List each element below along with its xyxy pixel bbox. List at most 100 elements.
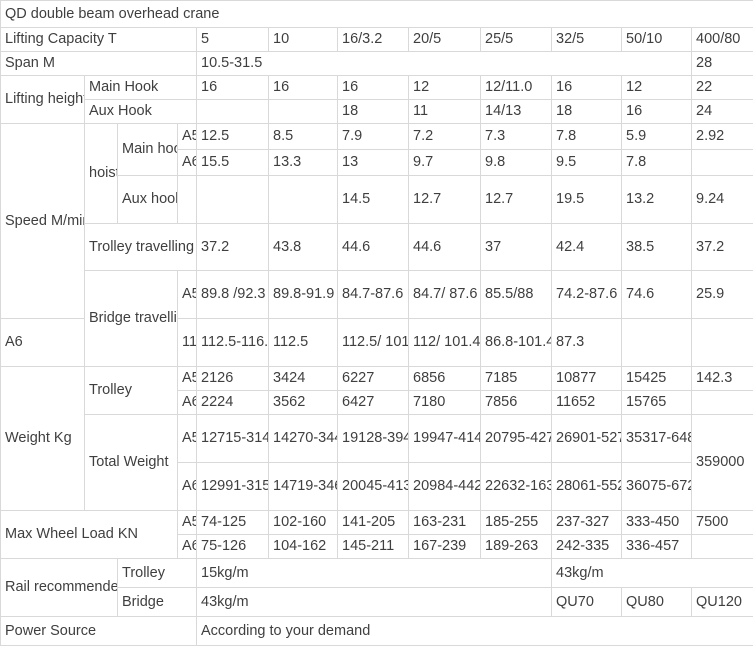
cell-trolley-trav-5: 37 [480, 223, 552, 271]
row-label-weight: Weight Kg [0, 366, 85, 511]
table-row-max-wheel-load-a6: A6 75-126 104-162 145-211 167-239 189-26… [1, 534, 753, 559]
table-row-speed-trolley-travelling: Trolley travelling 37.2 43.8 44.6 44.6 3… [1, 223, 753, 271]
row-label-span: Span M [0, 51, 197, 76]
table-row-speed-hoist-main-a5: Speed M/min hoist Main hook A5 12.5 8.5 … [0, 123, 753, 319]
duty-code-a6: A6 [177, 534, 197, 559]
cell-weight-total-a5-3: 19128-39428 [337, 414, 409, 463]
cell-weight-trolley-a5-3: 6227 [337, 366, 409, 391]
cell-bridge-trav-a5-2: 89.8-91.9 [268, 270, 338, 319]
cell-lh-main-4: 12 [408, 75, 481, 100]
cell-weight-total-a6-3: 20045-41315 [337, 462, 409, 511]
table-row-span: Span M 10.5-31.5 28 [0, 51, 753, 76]
duty-code-a5: A5 [177, 414, 197, 463]
cell-weight-trolley-a6-5: 7856 [480, 390, 552, 415]
cell-lh-aux-4: 11 [408, 99, 481, 124]
cell-rail-bridge-6: QU70 [551, 587, 622, 617]
cell-weight-trolley-a5-4: 6856 [408, 366, 481, 391]
cell-trolley-trav-2: 43.8 [268, 223, 338, 271]
cell-mwl-a6-1: 75-126 [196, 534, 269, 559]
cell-mwl-a6-6: 242-335 [551, 534, 622, 559]
cell-hoist-main-a6-4: 9.7 [408, 149, 481, 176]
cell-bridge-trav-a6-2: 112.5-116.8 [196, 318, 269, 367]
cell-mwl-a5-4: 163-231 [408, 510, 481, 535]
cell-hoist-aux-3: 14.5 [337, 175, 409, 224]
cell-weight-total-a6-4: 20984-44225 [408, 462, 481, 511]
cell-lh-main-3: 16 [337, 75, 409, 100]
cell-hoist-main-a5-2: 8.5 [268, 123, 338, 150]
cell-bridge-trav-a6-7: 87.3 [551, 318, 622, 367]
cell-weight-total-a6-1: 12991-31596 [196, 462, 269, 511]
table-row-speed-bridge-travelling-a5: Bridge travelling A5 89.8 /92.3 89.8-91.… [1, 270, 753, 367]
cell-hoist-aux-6: 19.5 [551, 175, 622, 224]
cell-weight-total-a5-6: 26901-52748 [551, 414, 622, 463]
cell-weight-total-a6-5: 22632-16324 [480, 462, 552, 511]
cell-bridge-trav-a6-8 [621, 318, 692, 367]
table-row-rail-bridge: Bridge 43kg/m QU70 QU80 QU120 [1, 587, 753, 617]
cell-weight-trolley-a5-8: 142.3 [690, 366, 753, 391]
cell-lh-main-6: 16 [551, 75, 622, 100]
cell-power-source-value: According to your demand [195, 616, 753, 646]
cell-bridge-trav-a6-4: 112.5/ 101.4 [337, 318, 409, 367]
table-row-weight-trolley-a6: A6 2224 3562 6427 7180 7856 11652 15765 [1, 390, 753, 415]
cell-bridge-trav-a6-5: 112/ 101.4 [408, 318, 481, 367]
cell-hoist-main-a6-3: 13 [337, 149, 409, 176]
cell-lh-aux-1 [196, 99, 269, 124]
table-row-speed-hoist-aux: Aux hook 14.5 12.7 12.7 19.5 13.2 9.24 [1, 175, 753, 224]
cell-hoist-aux-1 [196, 175, 269, 224]
row-label-lifting-capacity: Lifting Capacity T [0, 27, 197, 52]
cell-mwl-a5-7: 333-450 [621, 510, 692, 535]
cell-trolley-trav-7: 38.5 [621, 223, 692, 271]
cell-hoist-main-a5-8: 2.92 [690, 123, 753, 150]
cell-mwl-a5-3: 141-205 [337, 510, 409, 535]
page-title: QD double beam overhead crane [0, 0, 753, 28]
row-label-bridge-travelling: Bridge travelling [84, 270, 178, 367]
table-row-title: QD double beam overhead crane [0, 0, 753, 28]
cell-span-last: 28 [690, 51, 753, 76]
cell-weight-total-a5-2: 14270-34405 [268, 414, 338, 463]
cell-bridge-trav-a5-7: 74.6 [621, 270, 692, 319]
cell-trolley-trav-6: 42.4 [551, 223, 622, 271]
cell-weight-total-a5-8: 359000 [690, 414, 753, 511]
cell-rail-bridge-left: 43kg/m [196, 587, 552, 617]
row-label-rail-recommended: Rail recommended [0, 558, 118, 617]
row-label-rail-bridge: Bridge [117, 587, 197, 617]
row-label-weight-trolley: Trolley [84, 366, 178, 415]
cell-weight-total-a5-4: 19947-41497 [408, 414, 481, 463]
cell-lh-aux-5: 14/13 [480, 99, 552, 124]
table-row-rail-trolley: Rail recommended Trolley 15kg/m 43kg/m [0, 558, 753, 617]
cell-bridge-trav-a5-5: 85.5/88 [480, 270, 552, 319]
table-row-lifting-capacity: Lifting Capacity T 5 10 16/3.2 20/5 25/5… [0, 27, 753, 52]
cell-weight-trolley-a5-6: 10877 [551, 366, 622, 391]
table-row-weight-trolley-a5: Weight Kg Trolley A5 2126 3424 6227 6856… [0, 366, 753, 511]
row-label-hoist: hoist [84, 123, 118, 224]
row-label-max-wheel-load: Max Wheel Load KN [0, 510, 178, 559]
row-label-speed: Speed M/min [0, 123, 85, 319]
cell-bridge-trav-a5-8: 25.9 [690, 270, 753, 319]
cell-mwl-a5-2: 102-160 [268, 510, 338, 535]
cell-weight-trolley-a5-2: 3424 [268, 366, 338, 391]
cell-hoist-main-a5-1: 12.5 [196, 123, 269, 150]
cell-hoist-main-a5-4: 7.2 [408, 123, 481, 150]
cell-lh-main-8: 22 [690, 75, 753, 100]
cell-trolley-trav-1: 37.2 [196, 223, 269, 271]
cell-hoist-aux-2 [268, 175, 338, 224]
table-row-max-wheel-load-a5: Max Wheel Load KN A5 74-125 102-160 141-… [0, 510, 753, 559]
cell-hoist-main-a5-6: 7.8 [551, 123, 622, 150]
cell-lifting-capacity-8: 400/80 [690, 27, 753, 52]
row-label-hoist-aux-hook: Aux hook [117, 175, 178, 224]
table-row-weight-total-a5: Total Weight A5 12715-31405 14270-34405 … [1, 414, 753, 511]
cell-rail-bridge-7: QU80 [621, 587, 692, 617]
cell-bridge-trav-a6-1: 116.2/ 117.4 [177, 318, 197, 367]
cell-lifting-capacity-1: 5 [196, 27, 269, 52]
cell-lh-main-5: 12/11.0 [480, 75, 552, 100]
cell-trolley-trav-8: 37.2 [690, 223, 753, 271]
cell-weight-total-a6-7: 36075-67242 [621, 462, 692, 511]
cell-weight-trolley-a6-8 [690, 390, 753, 415]
cell-weight-trolley-a6-6: 11652 [551, 390, 622, 415]
row-label-total-weight: Total Weight [84, 414, 178, 511]
cell-mwl-a6-2: 104-162 [268, 534, 338, 559]
table-row-speed-hoist-main-a6: A6 15.5 13.3 13 9.7 9.8 9.5 7.8 [1, 149, 753, 176]
row-label-power-source: Power Source [0, 616, 197, 646]
cell-weight-trolley-a6-3: 6427 [337, 390, 409, 415]
row-label-trolley-travelling: Trolley travelling [84, 223, 197, 271]
